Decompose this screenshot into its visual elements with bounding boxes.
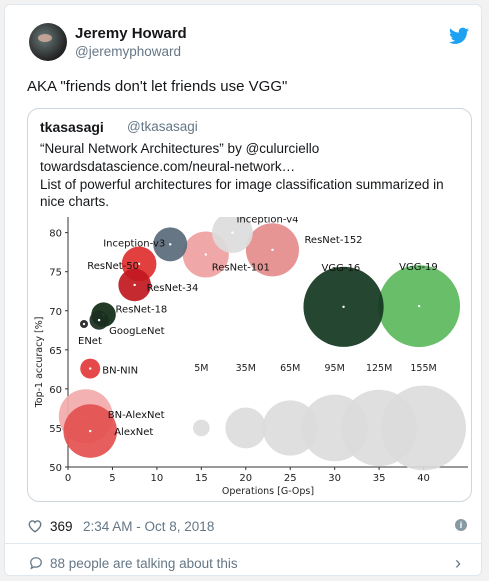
chevron-right-icon[interactable]: › bbox=[455, 553, 461, 573]
data-point-label: ResNet-18 bbox=[116, 305, 168, 316]
data-point-center bbox=[271, 248, 274, 252]
x-tick-label: 5 bbox=[109, 473, 115, 484]
size-legend-bubble bbox=[381, 385, 467, 471]
architecture-chart: 50 55 60 65 70 75 80 0 5 10 15 20 25 30 35 40 Operations… bbox=[34, 217, 468, 497]
quoted-tweet[interactable]: tkasasagi @tkasasagi “Neural Network Arc… bbox=[27, 108, 472, 502]
tweet-text: AKA "friends don't let friends use VGG" bbox=[27, 78, 288, 95]
twitter-bird-icon[interactable] bbox=[449, 27, 469, 45]
quoted-author-name: tkasasagi bbox=[40, 119, 104, 135]
timestamp[interactable]: 2:34 AM - Oct 8, 2018 bbox=[83, 519, 215, 534]
quoted-text-line: “Neural Network Architectures” by @culur… bbox=[40, 141, 320, 156]
data-point-center bbox=[97, 318, 101, 322]
data-point-center bbox=[82, 322, 86, 326]
size-legend-bubble bbox=[225, 407, 267, 449]
tweet-card: Jeremy Howard @jeremyphoward AKA "friend… bbox=[4, 4, 482, 576]
x-tick-label: 20 bbox=[239, 473, 252, 484]
y-tick-label: 55 bbox=[49, 424, 62, 435]
data-point-label: ResNet-101 bbox=[212, 263, 270, 274]
size-legend-label: 125M bbox=[366, 363, 392, 374]
heart-icon[interactable] bbox=[27, 519, 43, 533]
data-point-center bbox=[204, 253, 207, 256]
x-axis-label: Operations [G-Ops] bbox=[222, 486, 314, 497]
data-point-label: BN-NIN bbox=[102, 366, 138, 377]
like-count[interactable]: 369 bbox=[50, 519, 73, 534]
data-point-center bbox=[342, 305, 345, 309]
size-legend-bubble bbox=[262, 400, 318, 456]
x-tick-label: 0 bbox=[65, 473, 71, 484]
speech-bubble-icon bbox=[30, 557, 42, 570]
y-tick-label: 65 bbox=[49, 346, 62, 357]
data-point-label: AlexNet bbox=[114, 427, 153, 438]
y-tick-label: 70 bbox=[49, 307, 62, 318]
data-point-label: ENet bbox=[78, 336, 102, 347]
data-point-label: VGG-16 bbox=[322, 263, 361, 274]
x-tick-label: 10 bbox=[151, 473, 164, 484]
x-tick-label: 40 bbox=[417, 473, 430, 484]
y-axis-label: Top-1 accuracy [%] bbox=[34, 317, 45, 409]
quoted-link[interactable]: towardsdatascience.com/neural-network… bbox=[40, 159, 296, 174]
divider bbox=[5, 543, 481, 544]
y-tick-label: 50 bbox=[49, 463, 62, 474]
data-point-label: Inception-v4 bbox=[236, 217, 298, 226]
y-tick-label: 80 bbox=[49, 229, 62, 240]
data-point-label: Inception-v3 bbox=[103, 238, 165, 249]
data-point-center bbox=[169, 243, 172, 246]
quoted-author-handle: @tkasasagi bbox=[127, 119, 198, 134]
data-point bbox=[212, 217, 253, 254]
data-point-center bbox=[89, 367, 92, 370]
size-legend-label: 155M bbox=[410, 363, 436, 374]
quoted-text-line: List of powerful architectures for image… bbox=[40, 177, 444, 209]
data-point-center bbox=[89, 429, 92, 433]
talking-about-link[interactable]: 88 people are talking about this bbox=[50, 556, 238, 571]
data-point-label: ResNet-50 bbox=[87, 261, 139, 272]
x-tick-label: 30 bbox=[328, 473, 341, 484]
size-legend-bubble bbox=[193, 419, 210, 437]
size-legend-label: 65M bbox=[280, 363, 300, 374]
data-point-label: ResNet-152 bbox=[304, 235, 362, 246]
data-point-center bbox=[231, 231, 234, 234]
y-tick-label: 60 bbox=[49, 385, 62, 396]
author-name[interactable]: Jeremy Howard bbox=[75, 25, 187, 42]
size-legend-label: 95M bbox=[325, 363, 345, 374]
x-tick-label: 35 bbox=[373, 473, 386, 484]
y-tick-label: 75 bbox=[49, 268, 62, 279]
info-icon[interactable]: i bbox=[455, 519, 467, 531]
data-point-label: BN-AlexNet bbox=[108, 410, 165, 421]
author-handle[interactable]: @jeremyphoward bbox=[75, 44, 181, 59]
data-point-center bbox=[137, 262, 141, 266]
avatar[interactable] bbox=[29, 23, 67, 61]
data-point-center bbox=[133, 283, 136, 287]
data-point-label: VGG-19 bbox=[399, 262, 438, 273]
data-point-label: ResNet-34 bbox=[147, 283, 199, 294]
size-legend-label: 35M bbox=[236, 363, 256, 374]
size-legend-label: 5M bbox=[194, 363, 208, 374]
x-tick-label: 15 bbox=[195, 473, 208, 484]
data-point-label: GoogLeNet bbox=[109, 326, 165, 337]
data-point-center bbox=[417, 304, 421, 308]
x-tick-label: 25 bbox=[284, 473, 297, 484]
